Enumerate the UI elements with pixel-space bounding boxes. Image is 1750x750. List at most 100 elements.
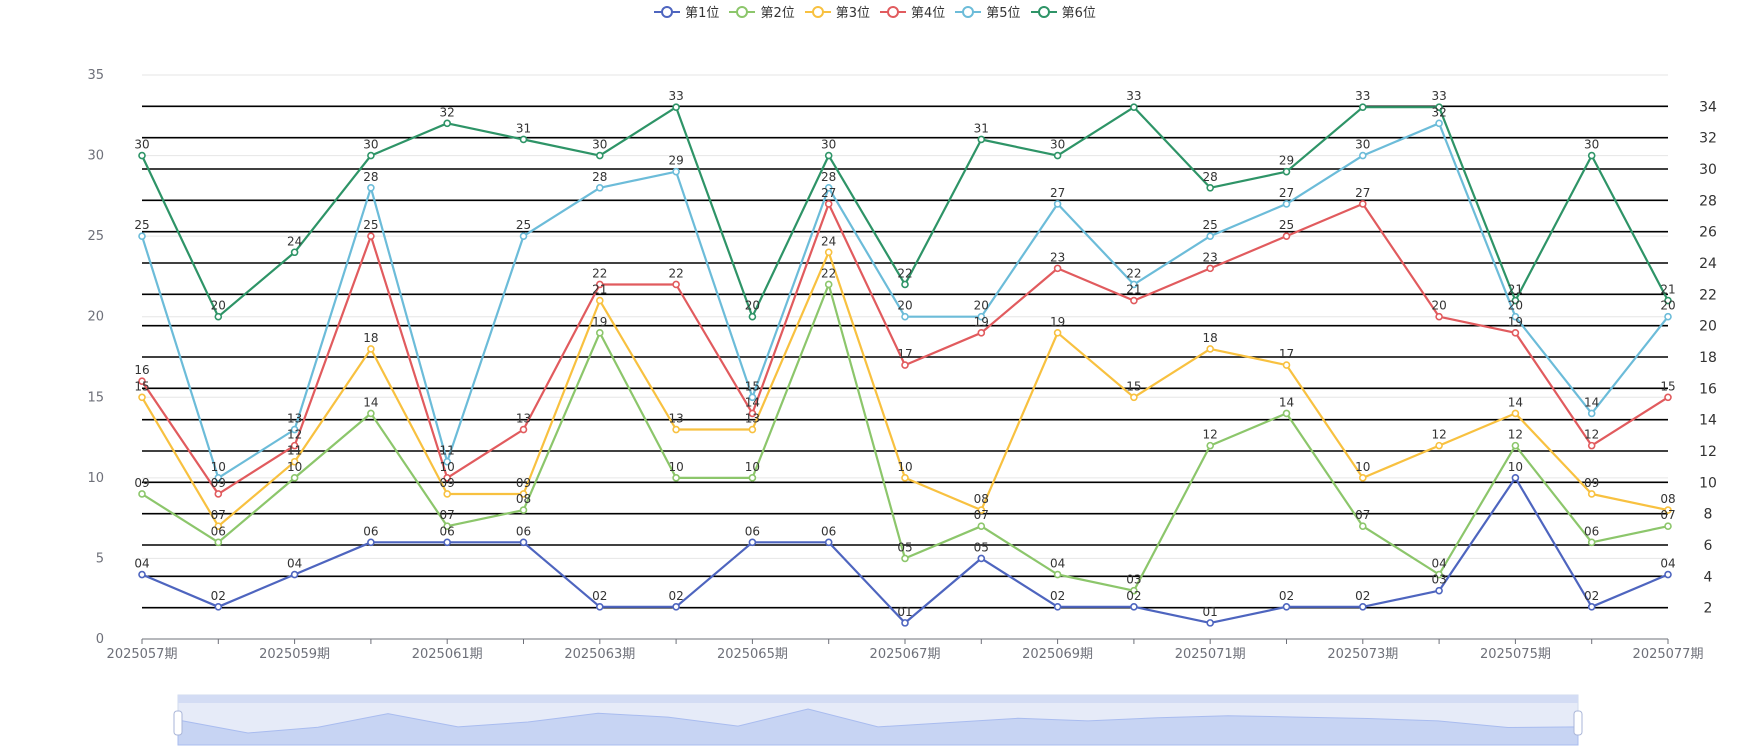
- data-point[interactable]: [672, 280, 680, 289]
- data-point[interactable]: [1511, 312, 1520, 321]
- data-point[interactable]: [1053, 570, 1062, 579]
- data-point[interactable]: [1587, 441, 1596, 450]
- data-point[interactable]: [824, 248, 833, 257]
- data-point[interactable]: [1130, 602, 1138, 611]
- data-point[interactable]: [367, 345, 375, 353]
- data-point[interactable]: [443, 457, 452, 466]
- data-point[interactable]: [1053, 329, 1062, 337]
- data-point[interactable]: [1511, 296, 1520, 305]
- data-point[interactable]: [977, 329, 986, 337]
- data-point[interactable]: [1282, 602, 1291, 611]
- data-point[interactable]: [519, 506, 528, 514]
- data-point[interactable]: [672, 167, 680, 176]
- data-point[interactable]: [367, 538, 375, 547]
- data-point[interactable]: [519, 135, 528, 144]
- data-point[interactable]: [1435, 119, 1443, 128]
- data-point[interactable]: [443, 490, 452, 498]
- data-point[interactable]: [748, 474, 757, 482]
- data-point[interactable]: [977, 522, 986, 531]
- data-point[interactable]: [1435, 570, 1443, 579]
- data-point[interactable]: [1282, 361, 1291, 369]
- data-point[interactable]: [1664, 506, 1672, 514]
- data-point[interactable]: [1359, 151, 1367, 160]
- data-point[interactable]: [214, 602, 223, 611]
- data-point[interactable]: [748, 425, 757, 434]
- data-point[interactable]: [977, 506, 986, 514]
- data-point[interactable]: [519, 425, 528, 434]
- data-point[interactable]: [672, 425, 680, 434]
- data-point[interactable]: [1664, 312, 1672, 321]
- data-point[interactable]: [1435, 103, 1443, 112]
- data-point[interactable]: [824, 538, 833, 547]
- data-point[interactable]: [367, 409, 375, 418]
- data-point[interactable]: [1435, 441, 1443, 450]
- data-point[interactable]: [1587, 602, 1596, 611]
- data-point[interactable]: [977, 554, 986, 563]
- data-point[interactable]: [214, 474, 223, 482]
- series-line-3[interactable]: [141, 251, 1669, 528]
- data-point[interactable]: [138, 377, 146, 385]
- data-point[interactable]: [748, 393, 757, 402]
- data-point[interactable]: [1359, 103, 1367, 112]
- data-point[interactable]: [290, 425, 299, 434]
- data-point[interactable]: [214, 538, 223, 547]
- data-point[interactable]: [1587, 409, 1596, 418]
- data-point[interactable]: [595, 151, 604, 160]
- data-point[interactable]: [1206, 345, 1214, 353]
- data-point[interactable]: [824, 280, 833, 289]
- data-point[interactable]: [672, 103, 680, 112]
- data-point[interactable]: [367, 232, 375, 240]
- data-point[interactable]: [1435, 312, 1443, 321]
- data-point[interactable]: [1587, 538, 1596, 547]
- data-point[interactable]: [367, 184, 375, 192]
- data-point[interactable]: [1206, 184, 1214, 192]
- data-point[interactable]: [901, 554, 909, 563]
- data-point[interactable]: [138, 393, 146, 402]
- data-point[interactable]: [1359, 522, 1367, 531]
- data-point[interactable]: [901, 474, 909, 482]
- data-point[interactable]: [977, 135, 986, 144]
- data-point[interactable]: [748, 409, 757, 418]
- data-point[interactable]: [443, 474, 452, 482]
- data-point[interactable]: [1587, 490, 1596, 498]
- data-point[interactable]: [901, 280, 909, 289]
- data-point[interactable]: [1206, 232, 1214, 240]
- data-point[interactable]: [901, 312, 909, 321]
- data-point[interactable]: [824, 184, 833, 192]
- data-point[interactable]: [290, 248, 299, 257]
- data-point[interactable]: [1511, 409, 1520, 418]
- data-point[interactable]: [138, 232, 146, 240]
- data-point[interactable]: [290, 474, 299, 482]
- data-point[interactable]: [1359, 602, 1367, 611]
- zoom-handle-right[interactable]: [1573, 710, 1583, 736]
- data-point[interactable]: [290, 441, 299, 450]
- data-point[interactable]: [1664, 393, 1672, 402]
- data-point[interactable]: [1206, 264, 1214, 273]
- data-point[interactable]: [595, 329, 604, 337]
- data-point[interactable]: [443, 119, 452, 128]
- data-point[interactable]: [214, 522, 223, 531]
- legend-item-6[interactable]: 第6位: [1030, 2, 1096, 21]
- legend-item-1[interactable]: 第1位: [654, 2, 719, 21]
- data-point[interactable]: [1282, 409, 1291, 418]
- data-point[interactable]: [595, 184, 604, 192]
- data-point[interactable]: [1053, 264, 1062, 273]
- data-point[interactable]: [595, 280, 604, 289]
- legend-item-4[interactable]: 第4位: [880, 2, 945, 21]
- data-point[interactable]: [519, 232, 528, 240]
- data-point[interactable]: [1664, 522, 1672, 531]
- data-point[interactable]: [1282, 167, 1291, 176]
- data-point[interactable]: [1511, 329, 1520, 337]
- data-point[interactable]: [1664, 570, 1672, 579]
- data-point[interactable]: [824, 200, 833, 208]
- legend-item-3[interactable]: 第3位: [804, 2, 870, 21]
- data-point[interactable]: [1130, 586, 1138, 595]
- data-point[interactable]: [977, 312, 986, 321]
- data-point[interactable]: [1130, 280, 1138, 289]
- data-point[interactable]: [138, 570, 146, 579]
- data-point[interactable]: [1282, 200, 1291, 208]
- data-point[interactable]: [519, 538, 528, 547]
- data-point[interactable]: [748, 312, 757, 321]
- data-point[interactable]: [672, 602, 680, 611]
- data-point[interactable]: [214, 490, 223, 498]
